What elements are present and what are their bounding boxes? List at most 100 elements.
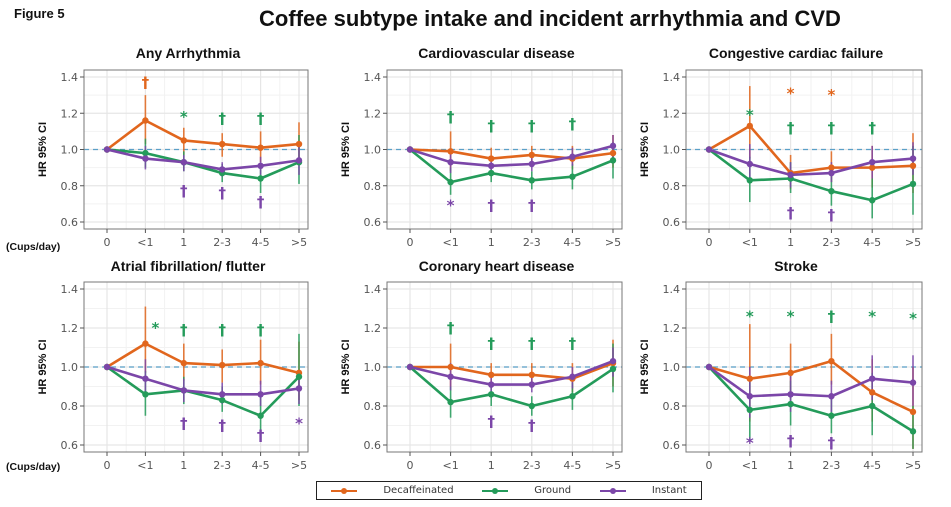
x-tick-label: 4-5 (863, 459, 881, 472)
y-tick-label: 1.2 (663, 107, 681, 120)
significance-marker: * (787, 84, 795, 102)
data-point-decaffeinated (447, 148, 454, 155)
x-tick-label: 1 (787, 236, 794, 249)
data-point-decaffeinated (746, 122, 753, 130)
series-line-decaffeinated (410, 361, 614, 381)
significance-marker: † (447, 319, 455, 337)
y-tick-label: 1.2 (364, 107, 382, 120)
y-tick-label: 0.6 (364, 439, 382, 452)
significance-marker: * (868, 307, 876, 325)
data-point-ground (787, 400, 794, 408)
panel-cardiovascular-disease: † † † † * † † 0.6 0.8 1.0 1.2 1.4 0 <1 1 2-3 4-5 >5 HR 95%… (340, 45, 623, 249)
panel-coronary-heart-disease: † † † † † † 0.6 0.8 1.0 1.2 1.4 0 <1 1 2-3 4-5 >5 HR 95% … (340, 258, 623, 472)
panel-title: Coronary heart disease (419, 258, 575, 274)
data-point-instant (705, 146, 713, 153)
x-tick-label: 4-5 (252, 236, 270, 249)
x-tick-label: >5 (605, 236, 621, 249)
series-line-instant (106, 365, 300, 396)
data-point-instant (488, 162, 495, 170)
significance-marker: * (447, 197, 455, 215)
y-tick-label: 1.2 (663, 322, 681, 335)
significance-marker: * (151, 319, 159, 337)
y-tick-label: 1.4 (663, 71, 681, 84)
y-tick-label: 0.8 (364, 180, 382, 193)
x-tick-label: 2-3 (523, 459, 541, 472)
significance-marker: † (528, 417, 536, 435)
y-axis-label: HR 95% CI (37, 122, 49, 177)
significance-marker: † (528, 117, 536, 135)
x-tick-label: >5 (905, 236, 921, 249)
y-tick-label: 0.8 (663, 400, 681, 413)
y-tick-label: 1.0 (663, 361, 681, 374)
x-tick-label: <1 (442, 459, 458, 472)
series-line-decaffeinated (409, 148, 614, 160)
y-tick-label: 0.8 (61, 180, 79, 193)
significance-marker: † (787, 119, 795, 137)
data-point-decaffeinated (488, 371, 495, 378)
data-point-ground (746, 406, 753, 414)
significance-marker: † (528, 335, 536, 353)
data-point-ground (746, 177, 753, 184)
data-point-ground (447, 398, 454, 406)
y-tick-label: 1.2 (61, 107, 79, 120)
data-point-decaffeinated (180, 137, 187, 144)
data-point-instant (219, 391, 226, 398)
significance-marker: † (218, 184, 226, 202)
data-point-ground (609, 365, 617, 373)
data-point-decaffeinated (909, 162, 917, 170)
y-tick-label: 1.2 (61, 322, 79, 335)
data-point-instant (528, 160, 535, 168)
y-axis-label: HR 95% CI (37, 339, 49, 394)
data-point-instant (295, 385, 303, 392)
legend-label-ground: Ground (534, 485, 572, 496)
series-line-instant (708, 148, 914, 177)
x-tick-label: 4-5 (563, 459, 581, 472)
panel-title: Atrial fibrillation/ flutter (111, 258, 266, 274)
y-tick-label: 0.8 (364, 400, 382, 413)
x-tick-label: 2-3 (822, 236, 840, 249)
series-line-ground (106, 148, 300, 180)
y-axis-label: HR 95% CI (639, 339, 651, 394)
figure-label: Figure 5 (14, 6, 65, 21)
significance-marker: * (909, 309, 917, 327)
significance-marker: † (257, 426, 265, 444)
data-point-instant (142, 155, 149, 162)
data-point-decaffeinated (609, 149, 617, 157)
data-point-ground (488, 391, 495, 398)
data-point-decaffeinated (488, 155, 495, 162)
data-point-ground (488, 169, 495, 177)
series-line-decaffeinated (106, 342, 300, 375)
x-tick-label: 1 (180, 459, 187, 472)
legend-item-decaffeinated: Decaffeinated (331, 485, 454, 496)
y-tick-label: 1.4 (364, 283, 382, 296)
y-tick-label: 1.4 (364, 71, 382, 84)
series-line-decaffeinated (106, 119, 300, 151)
data-point-decaffeinated (828, 357, 835, 365)
significance-marker: † (528, 197, 536, 215)
data-point-instant (528, 381, 535, 388)
data-point-decaffeinated (746, 375, 753, 382)
y-tick-label: 1.4 (61, 283, 79, 296)
x-tick-label: 0 (104, 236, 111, 249)
data-point-instant (705, 363, 713, 371)
x-tick-label: >5 (291, 236, 307, 249)
data-point-decaffeinated (295, 140, 303, 148)
significance-marker: † (218, 110, 226, 128)
x-tick-label: 0 (104, 459, 111, 472)
legend-item-ground: Ground (482, 485, 571, 496)
data-point-decaffeinated (180, 359, 187, 367)
x-tick-label: 4-5 (563, 236, 581, 249)
data-point-instant (869, 158, 876, 166)
data-point-instant (257, 391, 264, 398)
significance-marker: † (569, 335, 577, 353)
data-point-instant (828, 393, 835, 400)
data-point-instant (488, 381, 495, 388)
x-tick-label: 0 (706, 459, 713, 472)
data-point-ground (828, 412, 835, 419)
significance-marker: † (257, 193, 265, 211)
significance-marker: † (180, 415, 188, 433)
data-point-instant (406, 363, 414, 371)
data-point-decaffeinated (869, 164, 876, 171)
x-tick-label: <1 (137, 459, 153, 472)
series-line-ground (708, 366, 914, 433)
